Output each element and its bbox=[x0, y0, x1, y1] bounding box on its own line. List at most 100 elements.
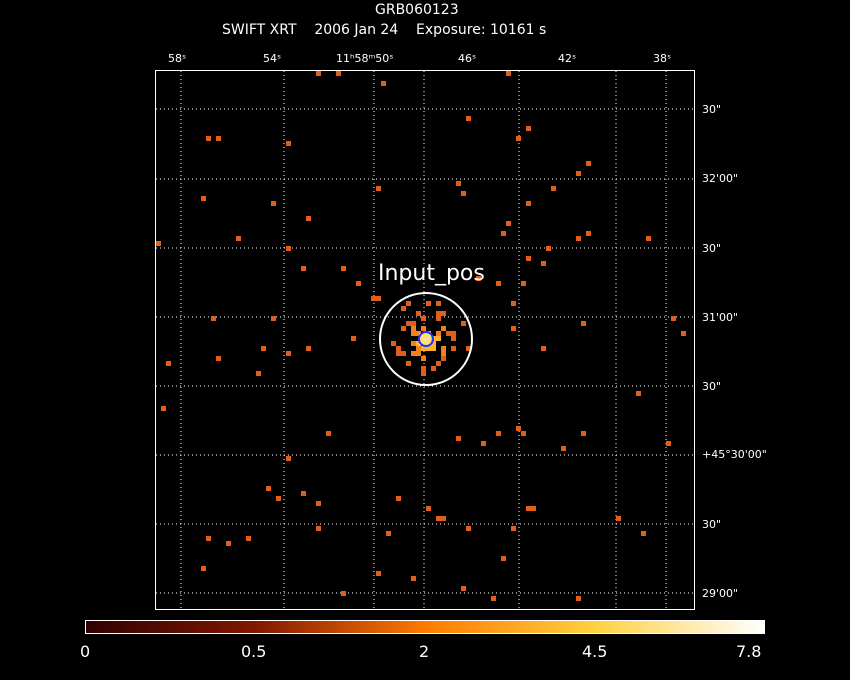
photon-pixel bbox=[466, 526, 471, 531]
photon-pixel bbox=[261, 346, 266, 351]
photon-pixel bbox=[426, 506, 431, 511]
source-pixel bbox=[436, 331, 441, 336]
colorbar bbox=[85, 620, 765, 634]
source-pixel bbox=[401, 306, 406, 311]
photon-pixel bbox=[506, 71, 511, 76]
source-pixel bbox=[416, 346, 421, 351]
source-pixel bbox=[441, 311, 446, 316]
photon-pixel bbox=[246, 536, 251, 541]
source-pixel bbox=[421, 366, 426, 371]
source-pixel bbox=[411, 351, 416, 356]
source-pixel bbox=[451, 346, 456, 351]
photon-pixel bbox=[581, 321, 586, 326]
source-label: Input_pos bbox=[378, 261, 485, 286]
photon-pixel bbox=[286, 351, 291, 356]
photon-pixel bbox=[456, 436, 461, 441]
photon-pixel bbox=[306, 346, 311, 351]
photon-pixel bbox=[396, 496, 401, 501]
photon-pixel bbox=[496, 281, 501, 286]
source-pixel bbox=[436, 311, 441, 316]
ra-label: 54ˢ bbox=[263, 52, 282, 65]
source-pixel bbox=[441, 326, 446, 331]
photon-pixel bbox=[271, 316, 276, 321]
source-pixel bbox=[451, 331, 456, 336]
photon-pixel bbox=[386, 531, 391, 536]
photon-pixel bbox=[491, 596, 496, 601]
photon-pixel bbox=[666, 441, 671, 446]
source-pixel bbox=[431, 341, 436, 346]
photon-pixel bbox=[271, 201, 276, 206]
photon-pixel bbox=[581, 431, 586, 436]
source-pixel bbox=[431, 366, 436, 371]
dec-label: 32'00" bbox=[702, 172, 739, 185]
source-pixel bbox=[406, 361, 411, 366]
photon-pixel bbox=[216, 136, 221, 141]
source-pixel bbox=[396, 351, 401, 356]
source-pixel bbox=[466, 346, 471, 351]
dec-label: 31'00" bbox=[702, 311, 739, 324]
photon-pixel bbox=[201, 566, 206, 571]
photon-pixel bbox=[466, 116, 471, 121]
source-pixel bbox=[451, 336, 456, 341]
colorbar-tick: 2 bbox=[419, 642, 430, 661]
source-pixel bbox=[421, 371, 426, 376]
photon-pixel bbox=[521, 281, 526, 286]
source-pixel bbox=[441, 346, 446, 351]
photon-pixel bbox=[236, 236, 241, 241]
photon-pixel bbox=[541, 261, 546, 266]
dec-label: +45°30'00" bbox=[702, 448, 767, 461]
photon-pixel bbox=[586, 161, 591, 166]
photon-pixel bbox=[526, 506, 531, 511]
photon-pixel bbox=[531, 506, 536, 511]
colorbar-tick: 4.5 bbox=[582, 642, 608, 661]
photon-pixel bbox=[671, 316, 676, 321]
photon-pixel bbox=[646, 236, 651, 241]
photon-pixel bbox=[226, 541, 231, 546]
photon-pixel bbox=[541, 346, 546, 351]
photon-pixel bbox=[576, 171, 581, 176]
source-region-circle bbox=[379, 292, 473, 386]
xray-image-field bbox=[156, 71, 696, 611]
photon-pixel bbox=[461, 191, 466, 196]
photon-pixel bbox=[161, 406, 166, 411]
photon-pixel bbox=[336, 71, 341, 76]
photon-pixel bbox=[206, 536, 211, 541]
source-pixel bbox=[421, 346, 426, 351]
source-pixel bbox=[436, 336, 441, 341]
photon-pixel bbox=[276, 496, 281, 501]
photon-pixel bbox=[526, 201, 531, 206]
target-title: GRB060123 bbox=[375, 2, 459, 18]
photon-pixel bbox=[256, 371, 261, 376]
source-pixel bbox=[431, 346, 436, 351]
source-pixel bbox=[426, 301, 431, 306]
photon-pixel bbox=[301, 491, 306, 496]
image-frame[interactable]: Input_pos bbox=[155, 70, 696, 611]
source-pixel bbox=[401, 326, 406, 331]
photon-pixel bbox=[516, 136, 521, 141]
photon-pixel bbox=[506, 221, 511, 226]
photon-pixel bbox=[376, 571, 381, 576]
colorbar-tick: 0 bbox=[80, 642, 91, 661]
source-pixel bbox=[411, 321, 416, 326]
source-pixel bbox=[391, 341, 396, 346]
photon-pixel bbox=[441, 516, 446, 521]
photon-pixel bbox=[371, 296, 376, 301]
source-pixel bbox=[436, 316, 441, 321]
photon-pixel bbox=[326, 431, 331, 436]
photon-pixel bbox=[551, 186, 556, 191]
source-pixel bbox=[461, 321, 466, 326]
photon-pixel bbox=[381, 81, 386, 86]
source-pixel bbox=[436, 361, 441, 366]
photon-pixel bbox=[436, 516, 441, 521]
photon-pixel bbox=[526, 256, 531, 261]
source-core bbox=[419, 333, 431, 345]
photon-pixel bbox=[681, 331, 686, 336]
photon-pixel bbox=[411, 576, 416, 581]
photon-pixel bbox=[306, 216, 311, 221]
dec-label: 30" bbox=[702, 103, 722, 116]
photon-pixel bbox=[561, 446, 566, 451]
source-pixel bbox=[421, 316, 426, 321]
source-pixel bbox=[421, 356, 426, 361]
photon-pixel bbox=[476, 276, 481, 281]
source-pixel bbox=[411, 326, 416, 331]
